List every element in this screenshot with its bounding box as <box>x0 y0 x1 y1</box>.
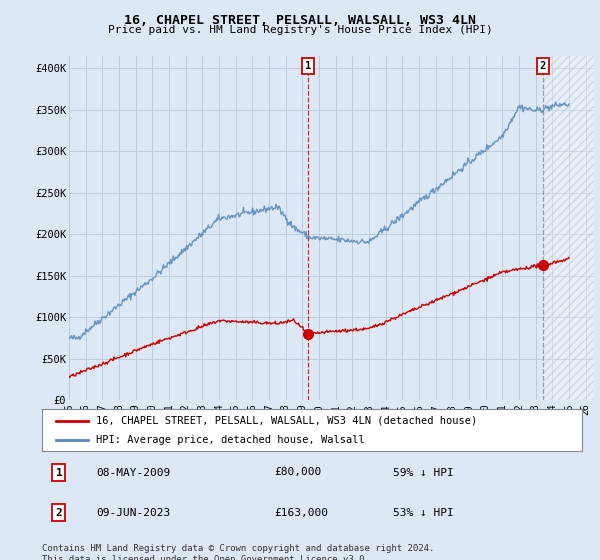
Text: HPI: Average price, detached house, Walsall: HPI: Average price, detached house, Wals… <box>96 435 365 445</box>
Text: 08-MAY-2009: 08-MAY-2009 <box>96 468 170 478</box>
Text: 59% ↓ HPI: 59% ↓ HPI <box>393 468 454 478</box>
Text: 16, CHAPEL STREET, PELSALL, WALSALL, WS3 4LN: 16, CHAPEL STREET, PELSALL, WALSALL, WS3… <box>124 14 476 27</box>
Text: 09-JUN-2023: 09-JUN-2023 <box>96 507 170 517</box>
Text: £163,000: £163,000 <box>274 507 328 517</box>
Text: 1: 1 <box>305 62 311 71</box>
Text: 16, CHAPEL STREET, PELSALL, WALSALL, WS3 4LN (detached house): 16, CHAPEL STREET, PELSALL, WALSALL, WS3… <box>96 416 477 426</box>
Text: 53% ↓ HPI: 53% ↓ HPI <box>393 507 454 517</box>
Text: Price paid vs. HM Land Registry's House Price Index (HPI): Price paid vs. HM Land Registry's House … <box>107 25 493 35</box>
Text: 2: 2 <box>540 62 546 71</box>
Text: Contains HM Land Registry data © Crown copyright and database right 2024.
This d: Contains HM Land Registry data © Crown c… <box>42 544 434 560</box>
Text: 2: 2 <box>56 507 62 517</box>
Text: £80,000: £80,000 <box>274 468 322 478</box>
Text: 1: 1 <box>56 468 62 478</box>
